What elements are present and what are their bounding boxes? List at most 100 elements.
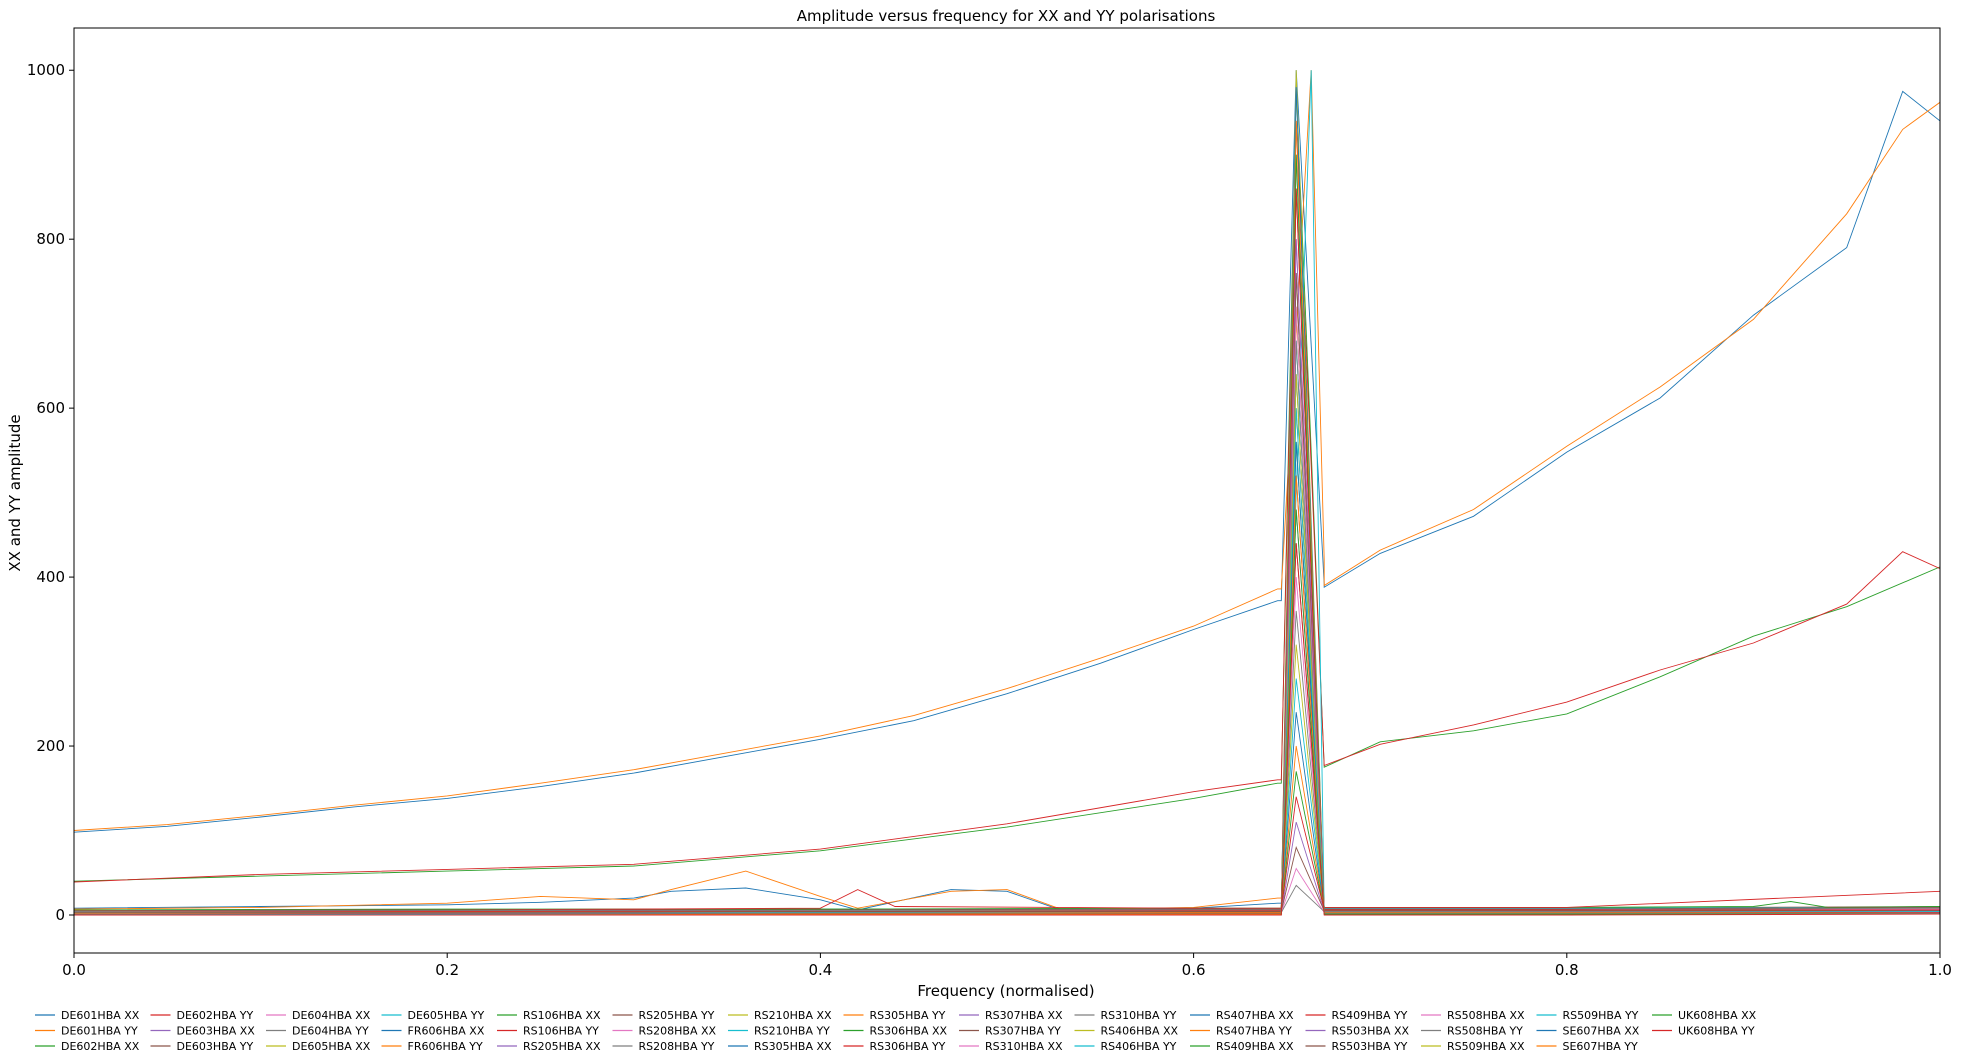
legend-label: RS509HBA YY bbox=[1563, 1009, 1639, 1022]
x-tick-label: 0.0 bbox=[62, 961, 86, 979]
legend-label: DE602HBA YY bbox=[177, 1009, 254, 1022]
legend-item: RS305HBA YY bbox=[843, 1009, 946, 1022]
legend-item: RS406HBA XX bbox=[1074, 1025, 1178, 1038]
series-line bbox=[74, 712, 1940, 914]
legend-label: DE605HBA YY bbox=[408, 1009, 485, 1022]
legend-label: RS508HBA YY bbox=[1447, 1025, 1523, 1038]
legend-label: DE603HBA YY bbox=[177, 1040, 254, 1053]
series-line bbox=[74, 845, 1940, 913]
legend-item: RS306HBA YY bbox=[843, 1040, 946, 1053]
legend-item: RS509HBA YY bbox=[1536, 1009, 1639, 1022]
legend-label: RS205HBA XX bbox=[523, 1040, 601, 1053]
y-tick-label: 1000 bbox=[27, 61, 65, 79]
series-line bbox=[74, 374, 1940, 913]
legend-item: RS306HBA XX bbox=[843, 1025, 948, 1038]
legend-label: DE604HBA YY bbox=[292, 1025, 369, 1038]
series-line bbox=[74, 644, 1940, 914]
series-line bbox=[74, 154, 1940, 915]
legend-label: DE605HBA XX bbox=[292, 1040, 371, 1053]
legend-label: RS305HBA YY bbox=[870, 1009, 946, 1022]
series-line bbox=[74, 441, 1940, 911]
legend-item: DE605HBA XX bbox=[266, 1040, 371, 1053]
legend-label: DE601HBA XX bbox=[61, 1009, 140, 1022]
series-line bbox=[74, 475, 1940, 912]
series-line bbox=[74, 272, 1940, 915]
legend-label: RS407HBA YY bbox=[1216, 1025, 1292, 1038]
series-line bbox=[74, 771, 1940, 914]
legend-item: SE607HBA XX bbox=[1536, 1025, 1640, 1038]
legend-item: UK608HBA XX bbox=[1652, 1009, 1757, 1022]
legend-label: RS409HBA XX bbox=[1216, 1040, 1294, 1053]
legend-item: RS307HBA XX bbox=[959, 1009, 1063, 1022]
legend-label: SE607HBA YY bbox=[1563, 1040, 1638, 1053]
series-line bbox=[74, 745, 1940, 913]
legend-item: RS305HBA XX bbox=[728, 1040, 832, 1053]
y-tick-label: 400 bbox=[36, 568, 65, 586]
y-tick-label: 600 bbox=[36, 399, 65, 417]
legend-label: RS106HBA YY bbox=[523, 1025, 599, 1038]
legend-item: RS208HBA XX bbox=[612, 1025, 717, 1038]
legend-label: RS503HBA YY bbox=[1332, 1040, 1408, 1053]
x-axis-title: Frequency (normalised) bbox=[917, 982, 1094, 1000]
legend-item: FR606HBA YY bbox=[381, 1040, 484, 1053]
series-line bbox=[74, 239, 1940, 913]
legend-label: RS210HBA XX bbox=[754, 1009, 832, 1022]
legend-item: RS503HBA YY bbox=[1305, 1040, 1408, 1053]
series-line bbox=[74, 374, 1940, 916]
series-line bbox=[74, 441, 1940, 916]
series-line bbox=[74, 154, 1940, 913]
legend-label: DE602HBA XX bbox=[61, 1040, 140, 1053]
legend-item: RS205HBA YY bbox=[612, 1009, 715, 1022]
legend-item: RS210HBA XX bbox=[728, 1009, 832, 1022]
legend-label: RS503HBA XX bbox=[1332, 1025, 1410, 1038]
legend-item: RS106HBA XX bbox=[497, 1009, 601, 1022]
legend-item: DE601HBA XX bbox=[35, 1009, 140, 1022]
series-line bbox=[74, 120, 1940, 883]
series-line bbox=[74, 87, 1940, 915]
legend-label: FR606HBA YY bbox=[408, 1040, 484, 1053]
legend-item: DE605HBA YY bbox=[381, 1009, 485, 1022]
legend-item: DE601HBA YY bbox=[35, 1025, 138, 1038]
legend-label: SE607HBA XX bbox=[1563, 1025, 1640, 1038]
series-line bbox=[74, 120, 1940, 914]
legend-label: RS409HBA YY bbox=[1332, 1009, 1408, 1022]
legend-label: RS306HBA XX bbox=[870, 1025, 948, 1038]
legend-label: RS306HBA YY bbox=[870, 1040, 946, 1053]
legend-label: RS208HBA XX bbox=[639, 1025, 717, 1038]
legend-label: RS210HBA YY bbox=[754, 1025, 830, 1038]
series-line bbox=[74, 272, 1940, 913]
series-line bbox=[74, 70, 1940, 914]
legend-item: DE603HBA YY bbox=[150, 1040, 254, 1053]
legend-label: RS406HBA YY bbox=[1101, 1040, 1177, 1053]
series-line bbox=[74, 239, 1940, 915]
series-line bbox=[74, 87, 1940, 882]
x-tick-label: 0.2 bbox=[435, 961, 459, 979]
series-line bbox=[74, 577, 1940, 913]
legend-item: RS409HBA XX bbox=[1190, 1040, 1294, 1053]
legend-item: RS509HBA XX bbox=[1421, 1040, 1525, 1053]
legend-item: RS208HBA YY bbox=[612, 1040, 715, 1053]
axes: 0.0 0.2 0.4 0.6 0.8 1.0 0 200 400 600 800 1000 bbox=[27, 27, 1952, 979]
legend-label: UK608HBA XX bbox=[1678, 1009, 1757, 1022]
legend-item: RS407HBA YY bbox=[1190, 1025, 1292, 1038]
legend-label: DE604HBA XX bbox=[292, 1009, 371, 1022]
legend-item: RS508HBA YY bbox=[1421, 1025, 1523, 1038]
x-tick-label: 0.6 bbox=[1182, 961, 1206, 979]
series-line bbox=[74, 70, 1940, 833]
legend-label: RS307HBA YY bbox=[985, 1025, 1061, 1038]
series-line bbox=[74, 340, 1940, 915]
series-line bbox=[74, 543, 1940, 916]
legend-label: FR606HBA XX bbox=[408, 1025, 485, 1038]
legend-label: RS305HBA XX bbox=[754, 1040, 832, 1053]
legend-item: RS508HBA XX bbox=[1421, 1009, 1525, 1022]
x-tick-label: 0.4 bbox=[808, 961, 832, 979]
legend-item: RS307HBA YY bbox=[959, 1025, 1061, 1038]
legend-label: RS310HBA YY bbox=[1101, 1009, 1177, 1022]
series-line bbox=[74, 821, 1940, 914]
legend-label: RS310HBA XX bbox=[985, 1040, 1063, 1053]
legend-item: SE607HBA YY bbox=[1536, 1040, 1638, 1053]
plot-lines bbox=[74, 70, 1940, 916]
legend-item: FR606HBA XX bbox=[381, 1025, 485, 1038]
series-line bbox=[74, 70, 1940, 915]
